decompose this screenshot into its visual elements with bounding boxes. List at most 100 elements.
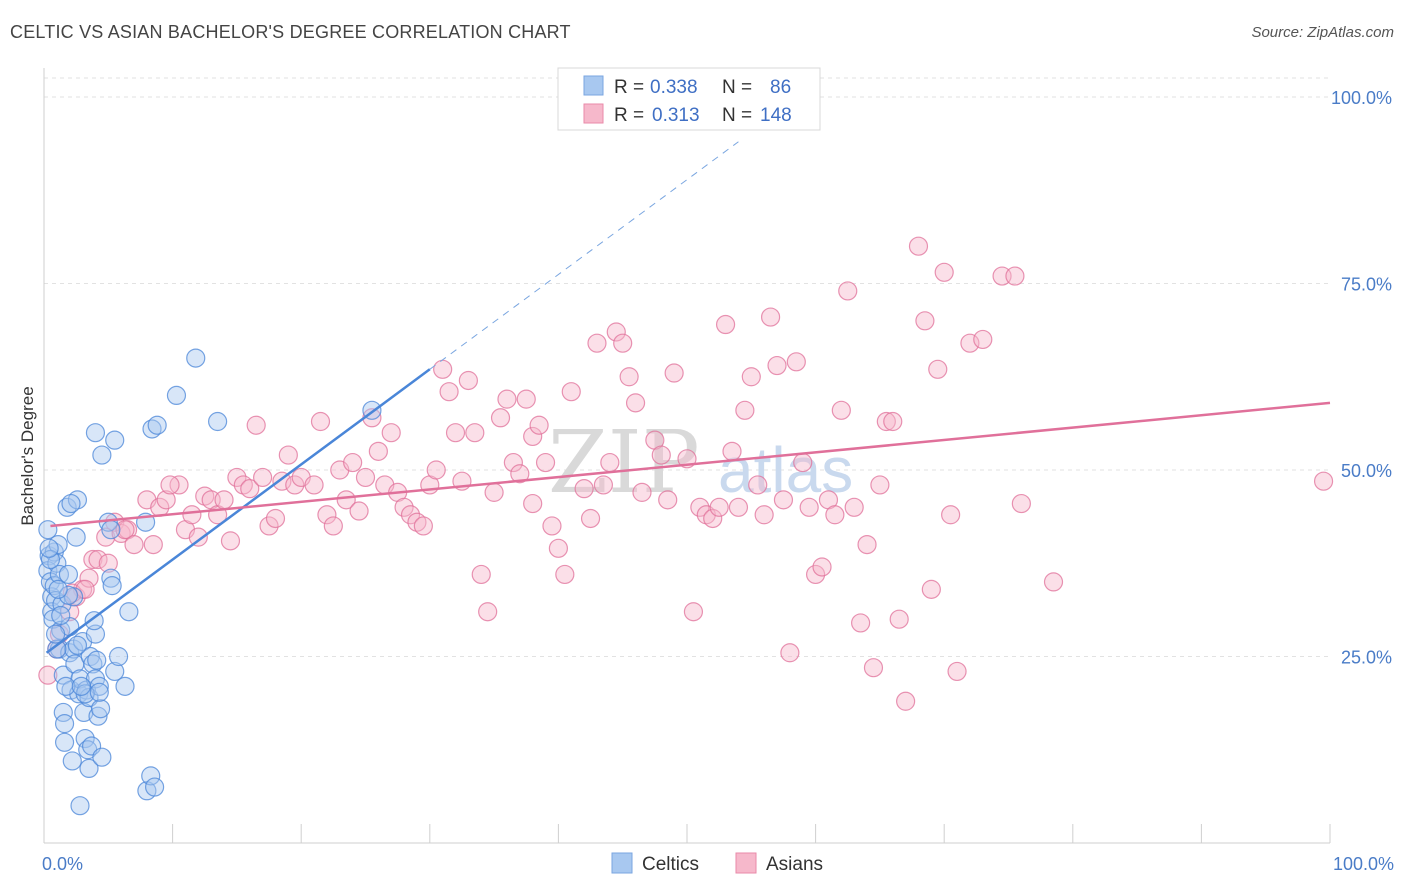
celtics-point-23 <box>60 643 80 663</box>
legend-r-label-celtics: R = <box>614 77 644 98</box>
asians-point-59 <box>439 382 459 402</box>
asians-point-17 <box>156 490 176 510</box>
celtics-point-69 <box>87 650 107 670</box>
asians-point-110 <box>786 352 806 372</box>
asians-point-83 <box>600 452 620 473</box>
celtics-point-81 <box>89 682 109 702</box>
asians-point-67 <box>490 408 511 428</box>
celtics-point-58 <box>108 646 129 667</box>
x-tick-label-max: 100.0% <box>1333 854 1394 874</box>
asians-point-98 <box>709 497 729 517</box>
celtics-point-20 <box>57 497 77 517</box>
asians-point-104 <box>748 475 768 495</box>
asians-point-57 <box>426 460 446 480</box>
asians-point-78 <box>561 382 581 402</box>
asians-point-38 <box>304 475 324 495</box>
asians-point-64 <box>471 564 491 585</box>
asians-point-85 <box>613 333 633 353</box>
asians-point-63 <box>465 423 485 443</box>
asians-point-58 <box>433 359 453 379</box>
asians-point-53 <box>400 505 421 525</box>
asians-point-81 <box>587 333 607 353</box>
asians-point-50 <box>381 423 401 443</box>
y-tick-label-2: 75.0% <box>1341 275 1392 295</box>
asians-point-13 <box>124 534 144 555</box>
legend-swatch-celtics <box>583 75 604 96</box>
celtics-point-73 <box>56 676 76 696</box>
series-legend-swatch-celtics <box>611 852 633 874</box>
asians-point-123 <box>870 475 890 495</box>
asians-point-27 <box>227 467 247 488</box>
y-tick-label-0: 25.0% <box>1341 648 1392 668</box>
asians-point-15 <box>143 534 163 555</box>
asians-point-30 <box>246 415 266 435</box>
asians-point-71 <box>516 389 536 409</box>
asians-point-127 <box>896 691 916 711</box>
series-legend-label-celtics: Celtics <box>642 854 699 875</box>
stats-legend: R = 0.338 N = 86 R = 0.313 N = 148 <box>557 67 821 131</box>
asians-point-88 <box>632 482 652 502</box>
celtics-point-49 <box>92 747 112 767</box>
asians-point-142 <box>160 475 180 495</box>
asians-point-40 <box>317 505 337 525</box>
asians-point-141 <box>98 553 118 573</box>
chart-title: CELTIC VS ASIAN BACHELOR'S DEGREE CORREL… <box>10 22 571 42</box>
asians-point-74 <box>535 452 556 473</box>
asians-point-73 <box>529 415 549 435</box>
celtics-point-62 <box>141 766 161 786</box>
legend-r-label-asians: R = <box>614 105 644 126</box>
celtics-points <box>38 348 382 816</box>
asians-point-66 <box>484 482 504 502</box>
x-tick-labels: 0.0% 100.0% <box>42 854 1394 874</box>
asians-point-129 <box>915 311 935 331</box>
asians-point-111 <box>793 452 813 473</box>
asians-point-113 <box>805 564 826 585</box>
celtics-point-79 <box>39 538 59 558</box>
y-tick-label-3: 100.0% <box>1331 88 1392 108</box>
asians-point-90 <box>651 445 671 465</box>
celtics-point-39 <box>79 758 99 779</box>
asians-point-87 <box>625 393 646 413</box>
celtics-point-55 <box>102 576 122 596</box>
asians-point-145 <box>1011 493 1031 514</box>
asians-point-70 <box>510 464 530 484</box>
celtics-point-51 <box>92 445 112 465</box>
asians-point-131 <box>928 359 948 379</box>
celtics-point-64 <box>142 419 162 439</box>
asians-point-82 <box>593 475 614 495</box>
celtics-point-85 <box>48 579 68 599</box>
celtics-point-76 <box>45 624 66 644</box>
legend-n-label-asians: N = <box>722 105 752 126</box>
celtics-point-21 <box>58 564 79 585</box>
y-tick-labels: 25.0% 50.0% 75.0% 100.0% <box>1331 88 1392 668</box>
asians-point-102 <box>735 400 755 420</box>
asians-point-29 <box>240 479 260 499</box>
asians-point-120 <box>851 613 871 633</box>
asians-point-7 <box>83 549 103 570</box>
asians-point-91 <box>658 490 678 510</box>
asians-point-32 <box>259 516 279 536</box>
asians-point-132 <box>934 262 954 282</box>
celtics-point-8 <box>44 576 64 596</box>
celtics-point-84 <box>58 585 79 605</box>
celtics-trend-line <box>45 368 431 654</box>
asians-point-26 <box>220 531 241 551</box>
asians-trend-line <box>50 401 1331 528</box>
asians-point-41 <box>323 516 343 536</box>
asians-point-31 <box>253 467 273 488</box>
asians-point-94 <box>683 602 704 622</box>
celtics-point-67 <box>186 348 206 368</box>
celtics-point-50 <box>85 423 106 443</box>
asians-point-33 <box>265 508 286 529</box>
asians-point-106 <box>760 307 781 327</box>
asians-point-134 <box>947 661 967 682</box>
asians-point-136 <box>973 329 993 350</box>
asians-point-138 <box>1005 266 1025 286</box>
legend-r-value-celtics: 0.338 <box>650 77 698 98</box>
asians-point-20 <box>182 505 202 525</box>
asians-point-36 <box>285 475 305 495</box>
asians-point-48 <box>368 441 388 461</box>
watermark-zip: ZIP <box>548 413 700 513</box>
celtics-point-74 <box>67 635 88 655</box>
asians-point-140 <box>1313 471 1334 491</box>
